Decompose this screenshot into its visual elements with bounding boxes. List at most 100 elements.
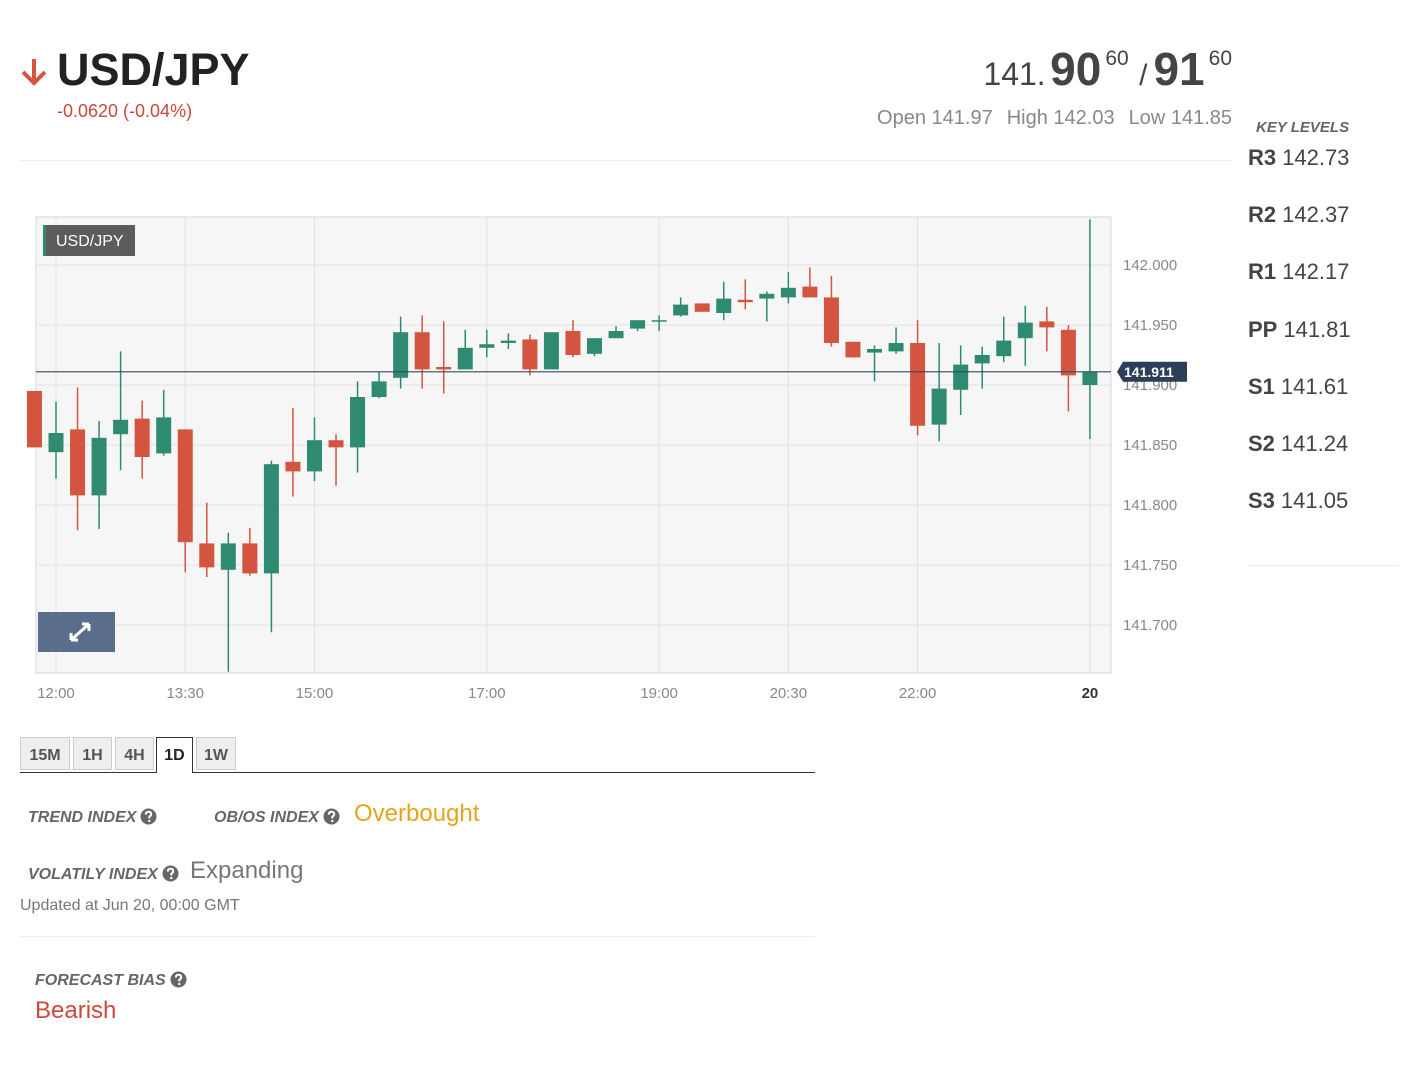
stat-value: 142.03 bbox=[1053, 107, 1115, 129]
candle-body bbox=[651, 320, 667, 322]
stat: Low 141.85 bbox=[1129, 107, 1232, 129]
candle-body bbox=[1039, 321, 1055, 328]
key-level-value: 141.81 bbox=[1283, 316, 1351, 342]
obos-value: Overbought bbox=[354, 800, 480, 827]
help-icon[interactable] bbox=[140, 808, 157, 825]
x-tick-label: 13:30 bbox=[166, 685, 204, 702]
candle-body bbox=[457, 347, 473, 370]
candle-body bbox=[716, 298, 732, 313]
key-level-name: S1 bbox=[1248, 373, 1275, 399]
volatility-value: Expanding bbox=[190, 857, 304, 884]
help-icon[interactable] bbox=[323, 808, 340, 825]
candle-body bbox=[1060, 329, 1076, 376]
key-level-name: R1 bbox=[1248, 259, 1277, 285]
candle-body bbox=[199, 543, 215, 568]
trend-index: TREND INDEX bbox=[28, 808, 157, 827]
timeframe-tabs: 15M 1H 4H 1D 1W bbox=[20, 737, 815, 773]
timeframe-tab[interactable]: 4H bbox=[115, 737, 154, 770]
candle-body bbox=[587, 338, 602, 354]
separator: / bbox=[1139, 59, 1148, 92]
help-icon[interactable] bbox=[162, 865, 179, 882]
candle-body bbox=[694, 303, 710, 312]
key-level: S3 141.05 bbox=[1248, 488, 1348, 514]
x-tick-label: 20:30 bbox=[770, 685, 808, 702]
expand-button[interactable] bbox=[38, 612, 115, 652]
key-level-name: R2 bbox=[1248, 202, 1277, 228]
candle-body bbox=[996, 340, 1012, 357]
candle-body bbox=[134, 418, 150, 457]
down-arrow bbox=[21, 59, 47, 86]
candle-body bbox=[328, 440, 344, 448]
timeframe-tab[interactable]: 1W bbox=[196, 737, 236, 770]
timeframe-tab[interactable]: 15M bbox=[20, 737, 70, 770]
candle-body bbox=[737, 299, 753, 303]
forecast-bias-label: FORECAST BIAS bbox=[35, 972, 166, 989]
y-tick-label: 141.800 bbox=[1123, 497, 1177, 514]
key-level-name: S3 bbox=[1248, 488, 1275, 514]
candle-body bbox=[220, 543, 236, 570]
candle-body bbox=[393, 332, 409, 378]
x-tick-label: 20 bbox=[1082, 685, 1099, 702]
key-level-name: S2 bbox=[1248, 431, 1275, 456]
candle-body bbox=[500, 340, 516, 343]
key-level-value: 142.37 bbox=[1282, 202, 1350, 228]
y-tick-label: 142.000 bbox=[1123, 257, 1177, 274]
candle-body bbox=[285, 461, 301, 472]
timeframe-tab[interactable]: 1D bbox=[156, 737, 193, 773]
obos-index: OB/OS INDEX bbox=[214, 808, 340, 827]
candle-body bbox=[543, 332, 559, 370]
trend-index-label: TREND INDEX bbox=[28, 809, 137, 826]
help-icon[interactable] bbox=[170, 971, 187, 988]
chart-label-box bbox=[43, 225, 135, 256]
forecast-value: Bearish bbox=[35, 997, 117, 1024]
stat-label: Low bbox=[1128, 107, 1166, 129]
quote: 141. 90 60 /91 60 bbox=[983, 42, 1232, 96]
bid-pips: 90 bbox=[1050, 43, 1102, 95]
divider bbox=[20, 936, 815, 937]
key-level-value: 142.17 bbox=[1282, 259, 1350, 285]
updated: Updated at Jun 20, 00:00 GMT bbox=[20, 897, 240, 914]
stat-value: 141.97 bbox=[931, 107, 993, 129]
candle-body bbox=[888, 343, 904, 352]
candle-body bbox=[91, 437, 107, 496]
ask-pips: 91 bbox=[1153, 43, 1205, 95]
candle-body bbox=[70, 429, 86, 496]
x-tick-label: 19:00 bbox=[640, 685, 678, 702]
stats: Open 141.97 High 142.03 Low 141.85 bbox=[863, 107, 1232, 130]
stat-label: Open bbox=[877, 107, 926, 129]
candle-body bbox=[371, 381, 387, 397]
stat: Open 141.97 bbox=[877, 107, 993, 129]
candle-body bbox=[630, 320, 646, 329]
candle-body bbox=[823, 297, 839, 343]
bid-fraction: 60 bbox=[1105, 47, 1129, 70]
candle-body bbox=[974, 355, 990, 364]
obos-index-label: OB/OS INDEX bbox=[214, 809, 319, 826]
candle-body bbox=[780, 287, 796, 298]
candle-body bbox=[306, 440, 322, 472]
y-tick-label: 141.950 bbox=[1123, 317, 1177, 334]
y-tick-label: 141.700 bbox=[1123, 617, 1177, 634]
chart: USD/JPY 141.700 141.750 141.800 141.850 141.… bbox=[26, 216, 1187, 702]
candle-body bbox=[113, 419, 129, 435]
forecast-bias: FORECAST BIAS bbox=[35, 971, 187, 990]
candle-body bbox=[1017, 322, 1033, 339]
candle-body bbox=[565, 331, 581, 355]
x-tick-label: 22:00 bbox=[899, 685, 937, 702]
candle-body bbox=[177, 429, 193, 543]
key-level: R2 142.37 bbox=[1248, 202, 1349, 228]
divider bbox=[1248, 565, 1398, 566]
key-level-value: 141.61 bbox=[1280, 373, 1349, 399]
candle-body bbox=[673, 304, 689, 316]
timeframe-tab[interactable]: 1H bbox=[73, 737, 112, 770]
candle-body bbox=[156, 417, 172, 454]
candle-body bbox=[242, 543, 258, 574]
bid-prefix: 141. bbox=[983, 56, 1046, 92]
candle-body bbox=[1082, 371, 1098, 385]
candle-body bbox=[48, 433, 64, 453]
x-tick-label: 15:00 bbox=[296, 685, 334, 702]
divider bbox=[20, 160, 1232, 161]
key-level-value: 141.24 bbox=[1280, 431, 1349, 456]
key-level-name: PP bbox=[1248, 316, 1278, 342]
chart-label-accent bbox=[43, 225, 46, 256]
